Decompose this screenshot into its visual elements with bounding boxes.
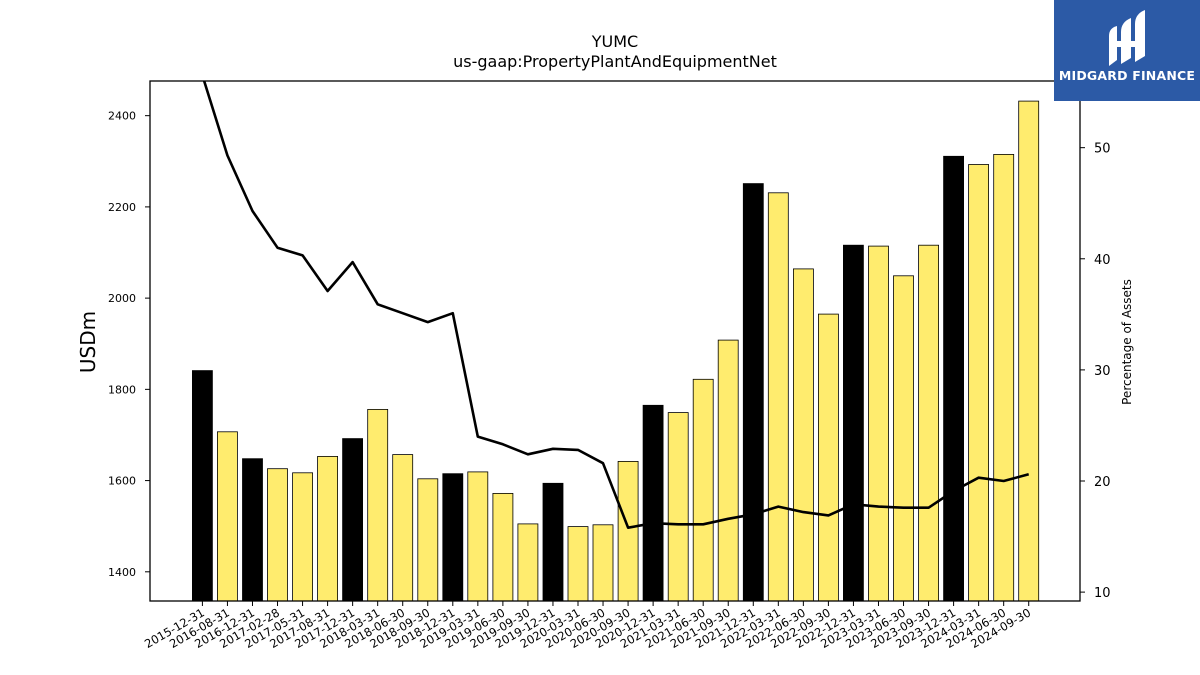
left-y-ticks: 1400 1600 1800 2000 2200 2400	[108, 110, 150, 579]
bar-2023-09-30	[918, 244, 939, 601]
bar-2018-12-31	[442, 473, 464, 601]
y-axis-label: USDm	[76, 311, 100, 373]
y2-tick-label: 40	[1094, 253, 1111, 268]
bar-2018-09-30	[417, 478, 439, 601]
percentage-line	[202, 81, 1030, 530]
bar-2019-12-31	[542, 482, 564, 601]
bar-2020-12-31	[642, 404, 664, 601]
bar-2018-03-31	[367, 408, 389, 601]
bar-2022-12-31	[843, 244, 864, 601]
right-y-ticks: 10 20 30 40 50	[1080, 142, 1111, 601]
bar-2017-12-31	[342, 438, 364, 601]
y2-axis-label: Percentage of Assets	[1120, 279, 1134, 405]
plot-frame	[149, 80, 1081, 602]
bar-2020-06-30	[592, 524, 614, 601]
x-ticks: 2015-12-312016-08-312016-12-312017-02-28…	[142, 601, 1033, 651]
y-tick-label: 2400	[108, 110, 136, 123]
bar-2020-03-31	[567, 526, 589, 601]
y-tick-label: 2200	[108, 201, 136, 214]
bar-2021-03-31	[667, 412, 689, 601]
bar-2018-06-30	[392, 454, 414, 601]
bar-2023-12-31	[943, 155, 964, 601]
bar-2019-03-31	[467, 471, 489, 601]
logo-text: MIDGARD FINANCE	[1058, 68, 1196, 83]
bar-2022-09-30	[818, 313, 839, 601]
bar-2023-06-30	[893, 275, 914, 601]
y-tick-label: 1400	[108, 566, 136, 579]
bar-2024-09-30	[1018, 100, 1040, 601]
brand-logo: MIDGARD FINANCE	[1054, 0, 1200, 101]
bar-2017-02-28	[267, 468, 288, 601]
bar-2021-09-30	[717, 339, 739, 601]
chart-subtitle: us-gaap:PropertyPlantAndEquipmentNet	[453, 52, 777, 71]
logo-mark-icon	[1109, 10, 1145, 66]
bar-2015-12-31	[191, 370, 213, 601]
bar-2019-06-30	[492, 492, 514, 601]
y2-tick-label: 30	[1094, 364, 1111, 379]
bar-2017-05-31	[292, 472, 314, 601]
bar-2016-08-31	[216, 431, 238, 601]
y2-tick-label: 10	[1094, 586, 1111, 601]
bar-2017-08-31	[317, 455, 339, 601]
y-tick-label: 1800	[108, 383, 136, 396]
y-tick-label: 1600	[108, 475, 136, 488]
bar-2019-09-30	[517, 523, 539, 601]
chart-title: YUMC	[591, 32, 639, 51]
bar-2021-06-30	[692, 378, 714, 601]
y2-tick-label: 20	[1094, 475, 1111, 490]
bar-group	[191, 100, 1040, 601]
bar-2020-09-30	[617, 460, 639, 601]
bar-2022-03-31	[767, 192, 789, 601]
bar-2022-06-30	[793, 268, 814, 601]
axes	[149, 80, 1081, 602]
y-tick-label: 2000	[108, 292, 136, 305]
bar-2016-12-31	[242, 458, 263, 601]
bar-2024-03-31	[968, 164, 989, 601]
bar-2023-03-31	[868, 245, 889, 601]
bar-2021-12-31	[742, 183, 764, 601]
line-group	[202, 81, 1030, 530]
y2-tick-label: 50	[1094, 142, 1111, 157]
bar-2024-06-30	[993, 153, 1015, 601]
